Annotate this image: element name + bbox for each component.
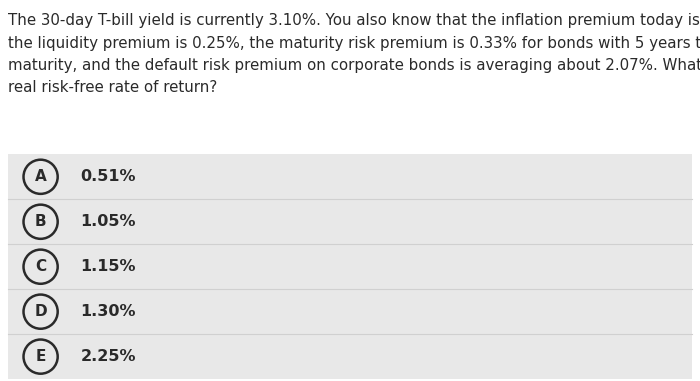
Text: D: D xyxy=(34,304,47,319)
Text: 1.05%: 1.05% xyxy=(80,214,136,229)
Text: A: A xyxy=(35,169,46,184)
Text: B: B xyxy=(35,214,46,229)
Ellipse shape xyxy=(24,295,57,329)
Text: E: E xyxy=(36,349,46,364)
Text: 1.30%: 1.30% xyxy=(80,304,136,319)
Text: 2.25%: 2.25% xyxy=(80,349,136,364)
Ellipse shape xyxy=(24,250,57,284)
Text: 1.15%: 1.15% xyxy=(80,259,136,274)
Ellipse shape xyxy=(24,205,57,239)
Text: The 30-day T-bill yield is currently 3.10%. You also know that the inflation pre: The 30-day T-bill yield is currently 3.1… xyxy=(8,13,700,95)
Ellipse shape xyxy=(24,160,57,194)
Ellipse shape xyxy=(24,339,57,374)
Text: 0.51%: 0.51% xyxy=(80,169,136,184)
FancyBboxPatch shape xyxy=(8,154,692,379)
Text: C: C xyxy=(35,259,46,274)
